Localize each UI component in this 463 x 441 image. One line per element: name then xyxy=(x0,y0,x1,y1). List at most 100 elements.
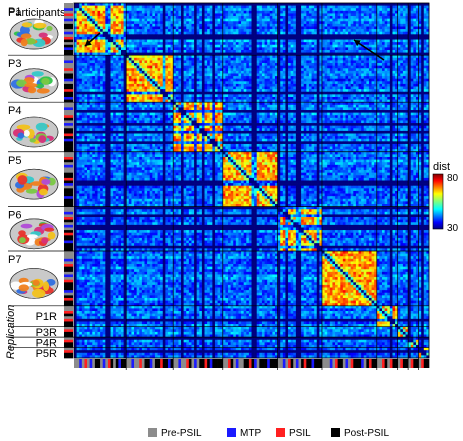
matrix-cell xyxy=(123,73,127,77)
matrix-cell xyxy=(81,70,85,74)
matrix-cell xyxy=(371,60,375,64)
matrix-cell xyxy=(79,78,83,82)
matrix-cell xyxy=(285,44,289,48)
matrix-cell xyxy=(353,47,357,51)
matrix-cell xyxy=(147,10,151,14)
matrix-cell xyxy=(207,81,211,85)
matrix-cell xyxy=(387,34,391,38)
matrix-cell xyxy=(230,44,234,48)
matrix-cell xyxy=(105,57,109,61)
session-condition-mark xyxy=(64,107,73,111)
matrix-cell xyxy=(418,3,422,6)
matrix-cell xyxy=(303,42,307,46)
matrix-cell xyxy=(421,76,425,80)
matrix-cell xyxy=(400,23,404,27)
matrix-cell xyxy=(178,10,182,14)
matrix-cell xyxy=(94,49,98,53)
matrix-cell xyxy=(397,31,401,35)
matrix-cell xyxy=(154,26,158,30)
matrix-cell xyxy=(170,8,174,12)
session-condition-mark xyxy=(64,183,73,187)
matrix-cell xyxy=(285,63,289,66)
matrix-cell xyxy=(389,55,393,59)
brain-parcel xyxy=(33,22,47,29)
matrix-cell xyxy=(269,16,273,20)
matrix-cell xyxy=(209,76,213,80)
matrix-cell xyxy=(402,86,406,90)
matrix-cell xyxy=(426,70,430,74)
matrix-cell xyxy=(384,68,388,72)
matrix-cell xyxy=(371,49,375,53)
matrix-cell xyxy=(105,3,109,6)
matrix-cell xyxy=(102,86,106,90)
matrix-cell xyxy=(141,23,145,27)
matrix-cell xyxy=(76,55,80,59)
matrix-cell xyxy=(256,44,260,48)
matrix-cell xyxy=(157,31,161,35)
brain-parcel xyxy=(46,25,53,32)
matrix-cell xyxy=(402,3,406,6)
matrix-cell xyxy=(426,57,430,61)
matrix-cell xyxy=(188,83,192,87)
matrix-cell xyxy=(225,3,229,6)
matrix-cell xyxy=(400,73,404,77)
matrix-cell xyxy=(308,55,312,59)
matrix-cell xyxy=(277,60,281,64)
matrix-cell xyxy=(225,89,229,93)
matrix-cell xyxy=(410,34,414,38)
session-condition-mark xyxy=(64,89,73,93)
matrix-cell xyxy=(126,42,130,46)
matrix-cell xyxy=(196,18,200,22)
matrix-cell xyxy=(157,49,161,53)
matrix-cell xyxy=(363,60,367,64)
matrix-cell xyxy=(376,49,380,53)
matrix-cell xyxy=(162,63,166,66)
matrix-cell xyxy=(209,44,213,48)
matrix-cell xyxy=(290,83,294,87)
matrix-cell xyxy=(165,63,169,66)
matrix-cell xyxy=(415,47,419,51)
matrix-cell xyxy=(295,81,299,85)
matrix-cell xyxy=(264,49,268,53)
matrix-cell xyxy=(329,57,333,61)
matrix-cell xyxy=(173,21,177,25)
matrix-cell xyxy=(207,26,211,30)
matrix-cell xyxy=(188,3,192,6)
matrix-cell xyxy=(261,31,265,35)
matrix-cell xyxy=(400,68,404,72)
matrix-cell xyxy=(264,68,268,72)
matrix-cell xyxy=(261,89,265,93)
matrix-cell xyxy=(74,81,77,85)
matrix-cell xyxy=(92,18,96,22)
matrix-cell xyxy=(261,83,265,87)
matrix-cell xyxy=(329,78,333,82)
matrix-cell xyxy=(355,52,359,56)
matrix-cell xyxy=(329,31,333,35)
matrix-cell xyxy=(277,89,281,93)
matrix-cell xyxy=(183,81,187,85)
matrix-cell xyxy=(368,60,372,64)
matrix-cell xyxy=(384,13,388,17)
matrix-cell xyxy=(405,18,409,22)
matrix-cell xyxy=(199,49,203,53)
matrix-cell xyxy=(113,60,117,64)
session-condition-mark xyxy=(64,162,73,166)
matrix-cell xyxy=(397,81,401,85)
matrix-cell xyxy=(327,31,331,35)
matrix-cell xyxy=(84,81,88,85)
matrix-cell xyxy=(149,34,153,38)
matrix-cell xyxy=(154,36,158,40)
matrix-cell xyxy=(415,78,419,82)
matrix-cell xyxy=(288,23,291,27)
matrix-cell xyxy=(374,78,378,82)
matrix-cell xyxy=(379,42,383,46)
matrix-cell xyxy=(204,73,208,77)
matrix-cell xyxy=(277,47,281,51)
matrix-cell xyxy=(243,63,247,66)
matrix-cell xyxy=(126,31,130,35)
matrix-cell xyxy=(201,65,205,69)
matrix-cell xyxy=(285,55,289,59)
matrix-cell xyxy=(358,73,362,77)
matrix-cell xyxy=(147,73,151,77)
matrix-cell xyxy=(316,10,320,14)
